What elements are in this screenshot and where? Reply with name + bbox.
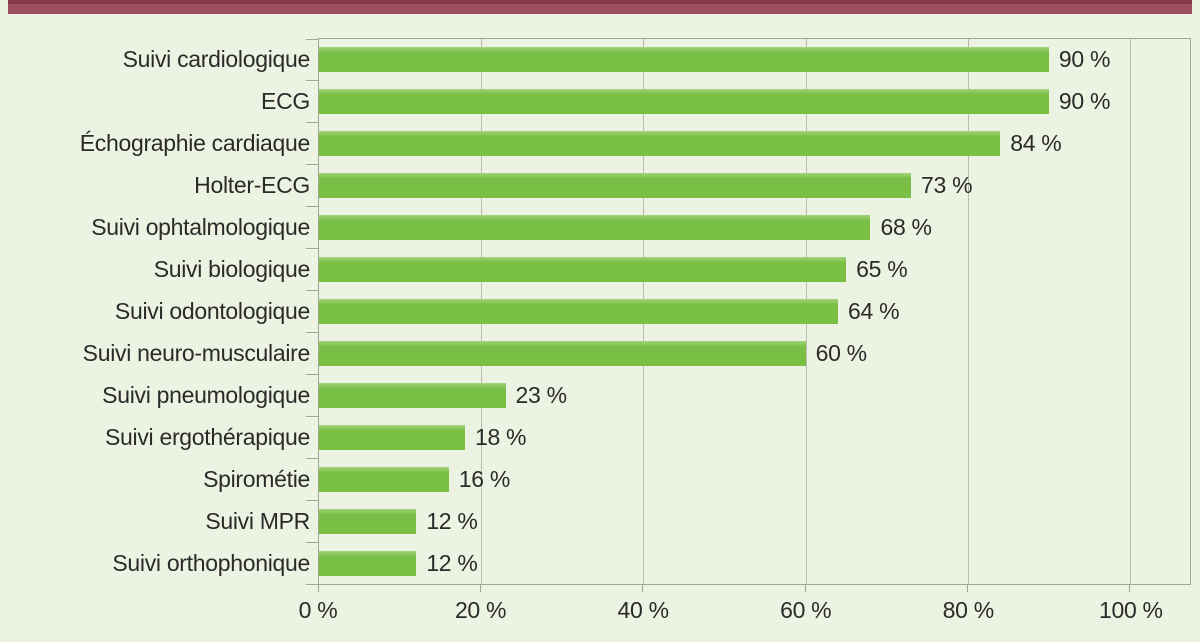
category-label: Suivi orthophonique <box>112 550 310 577</box>
category-label: Spirométie <box>203 466 310 493</box>
category-label: Suivi ophtalmologique <box>91 213 310 240</box>
bar-row: 64 % <box>319 291 1190 333</box>
gridline-100 <box>1129 39 1131 584</box>
x-axis-tick <box>1128 584 1130 592</box>
y-axis-tick <box>306 373 319 375</box>
category-label: Suivi ergothérapique <box>105 424 310 451</box>
x-axis-tick <box>966 584 968 592</box>
category-label: Suivi cardiologique <box>122 45 311 72</box>
y-axis-tick <box>306 80 319 82</box>
value-axis-labels: 0 % 20 % 40 % 60 % 80 % 100 % <box>299 597 1191 631</box>
y-axis-tick <box>306 290 319 292</box>
bar-10 <box>319 424 465 450</box>
x-axis-tick-label: 20 % <box>454 597 507 623</box>
bar-7 <box>319 298 839 324</box>
bar-1 <box>319 47 1049 73</box>
y-axis-tick <box>306 541 319 543</box>
bar-12 <box>319 508 417 534</box>
bar-5 <box>319 215 871 241</box>
bar-row: 90 % <box>319 39 1190 81</box>
y-axis-tick <box>306 206 319 208</box>
y-axis-tick <box>306 122 319 124</box>
bar-row: 12 % <box>319 542 1190 584</box>
y-axis-tick <box>306 583 319 585</box>
bar-value-label: 23 % <box>515 381 568 408</box>
bar-8 <box>319 340 806 366</box>
x-axis-tick-label: 60 % <box>780 597 832 623</box>
bar-value-label: 12 % <box>426 507 478 534</box>
x-axis-tick-label: 100 % <box>1098 597 1163 623</box>
bar-row: 90 % <box>319 81 1190 123</box>
bar-row: 73 % <box>319 165 1190 207</box>
bar-9 <box>319 382 506 408</box>
bar-value-label: 60 % <box>815 339 868 366</box>
bar-value-label: 68 % <box>880 214 932 241</box>
bar-value-label: 16 % <box>458 465 511 492</box>
category-label: Suivi odontologique <box>114 297 310 324</box>
bar-row: 68 % <box>319 207 1190 249</box>
y-axis-tick <box>306 415 319 417</box>
bar-3 <box>319 131 1001 157</box>
category-label: Suivi MPR <box>205 508 310 535</box>
bar-value-label: 73 % <box>921 172 973 199</box>
bar-value-label: 12 % <box>426 549 478 576</box>
category-label: Suivi biologique <box>153 255 311 282</box>
category-label: Suivi pneumologique <box>102 382 310 409</box>
x-axis-tick <box>804 584 806 592</box>
bar-4 <box>319 173 912 199</box>
x-axis-tick-label: 0 % <box>298 597 338 623</box>
x-axis-tick <box>642 584 644 592</box>
x-axis-tick <box>318 584 319 592</box>
y-axis-tick <box>306 164 319 166</box>
bar-value-label: 18 % <box>474 423 527 450</box>
category-label: Holter-ECG <box>194 171 310 198</box>
bar-row: 60 % <box>319 332 1190 374</box>
bar-row: 18 % <box>319 416 1190 458</box>
bar-value-label: 84 % <box>1010 130 1062 157</box>
x-axis-tick-label: 40 % <box>617 597 670 623</box>
x-axis-tick-label: 80 % <box>942 597 995 623</box>
bar-value-label: 65 % <box>856 256 908 283</box>
bar-row: 65 % <box>319 249 1190 291</box>
gridline-80 <box>967 39 969 584</box>
bar-2 <box>319 89 1049 115</box>
bar-11 <box>319 466 449 492</box>
bar-13 <box>319 550 417 576</box>
category-axis-labels: Suivi cardiologique ECG Échographie cardia… <box>0 38 311 585</box>
bar-row: 23 % <box>319 374 1190 416</box>
x-axis-tick <box>480 584 482 592</box>
bar-value-label: 90 % <box>1058 88 1111 115</box>
top-accent-bar <box>8 0 1192 14</box>
bar-row: 16 % <box>319 458 1190 500</box>
y-axis-tick <box>306 457 319 459</box>
category-label: Suivi neuro-musculaire <box>82 340 311 367</box>
y-axis-tick <box>306 331 319 333</box>
y-axis-tick <box>306 248 319 250</box>
plot-area: 90 % 90 % 84 % 73 % 68 % 65 % 64 % 60 % 23 % 18 %… <box>306 38 1191 592</box>
category-label: Échographie cardiaque <box>79 129 311 156</box>
bar-value-label: 90 % <box>1058 46 1111 73</box>
bar-row: 12 % <box>319 500 1190 542</box>
y-axis-tick <box>306 38 319 40</box>
category-label: ECG <box>261 87 310 114</box>
bar-6 <box>319 257 847 283</box>
y-axis-tick <box>306 499 319 501</box>
bar-value-label: 64 % <box>848 297 900 324</box>
bar-row: 84 % <box>319 123 1190 165</box>
